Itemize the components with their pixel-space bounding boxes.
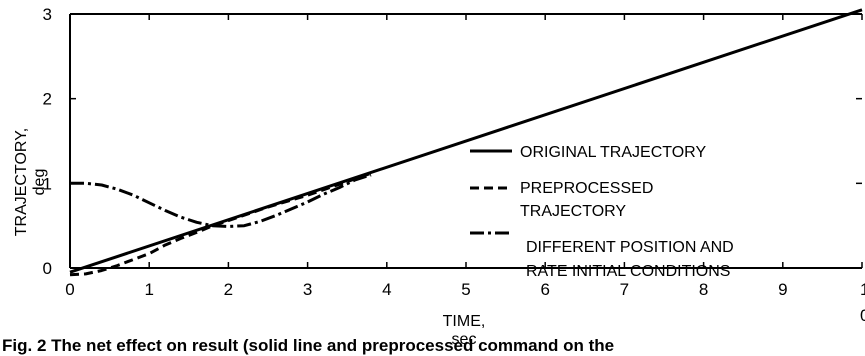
- legend-label-preprocessed-2: TRAJECTORY: [520, 203, 626, 220]
- legend-label-original: ORIGINAL TRAJECTORY: [520, 144, 706, 161]
- series-line-original: [69, 8, 863, 274]
- series-lines: [69, 8, 863, 277]
- x-tick-label: 0: [65, 280, 74, 299]
- x-tick-label: 3: [303, 280, 312, 299]
- legend: ORIGINAL TRAJECTORY PREPROCESSED TRAJECT…: [470, 144, 734, 280]
- x-tick-label: 0: [860, 306, 865, 325]
- y-tick-label: 0: [43, 259, 52, 278]
- figure-caption: Fig. 2 The net effect on result (solid l…: [2, 336, 615, 355]
- x-axis-label-line2: sec: [452, 331, 477, 348]
- series-line-different-initial-conditions: [70, 173, 372, 228]
- y-tick-label: 2: [43, 90, 52, 109]
- y-tick-labels: 0 1 2 3: [43, 5, 52, 278]
- y-tick-label: 3: [43, 5, 52, 24]
- x-tick-label: 9: [778, 280, 787, 299]
- x-tick-labels: 0 1 2 3 4 5 6 7 8 9 10: [65, 280, 865, 325]
- y-tick-label: 1: [43, 174, 52, 193]
- legend-label-preprocessed-1: PREPROCESSED: [520, 180, 653, 197]
- series-line-preprocessed: [69, 171, 372, 277]
- x-tick-label: 8: [699, 280, 708, 299]
- x-tick-label: 1: [144, 280, 153, 299]
- x-tick-label: 7: [620, 280, 629, 299]
- x-tick-label: 5: [461, 280, 470, 299]
- x-tick-label: 4: [382, 280, 391, 299]
- y-axis-label-line1: TRAJECTORY,: [13, 128, 30, 236]
- plot-axes: [69, 13, 863, 269]
- legend-label-different-1: DIFFERENT POSITION AND: [526, 239, 734, 256]
- x-tick-label: 2: [224, 280, 233, 299]
- legend-label-different-2: RATE INITIAL CONDITIONS: [526, 263, 730, 280]
- y-axis-label-line2: deg: [31, 169, 48, 196]
- x-tick-label: 6: [540, 280, 549, 299]
- x-axis-label-line1: TIME,: [443, 313, 486, 330]
- x-tick-label: 1: [860, 280, 865, 299]
